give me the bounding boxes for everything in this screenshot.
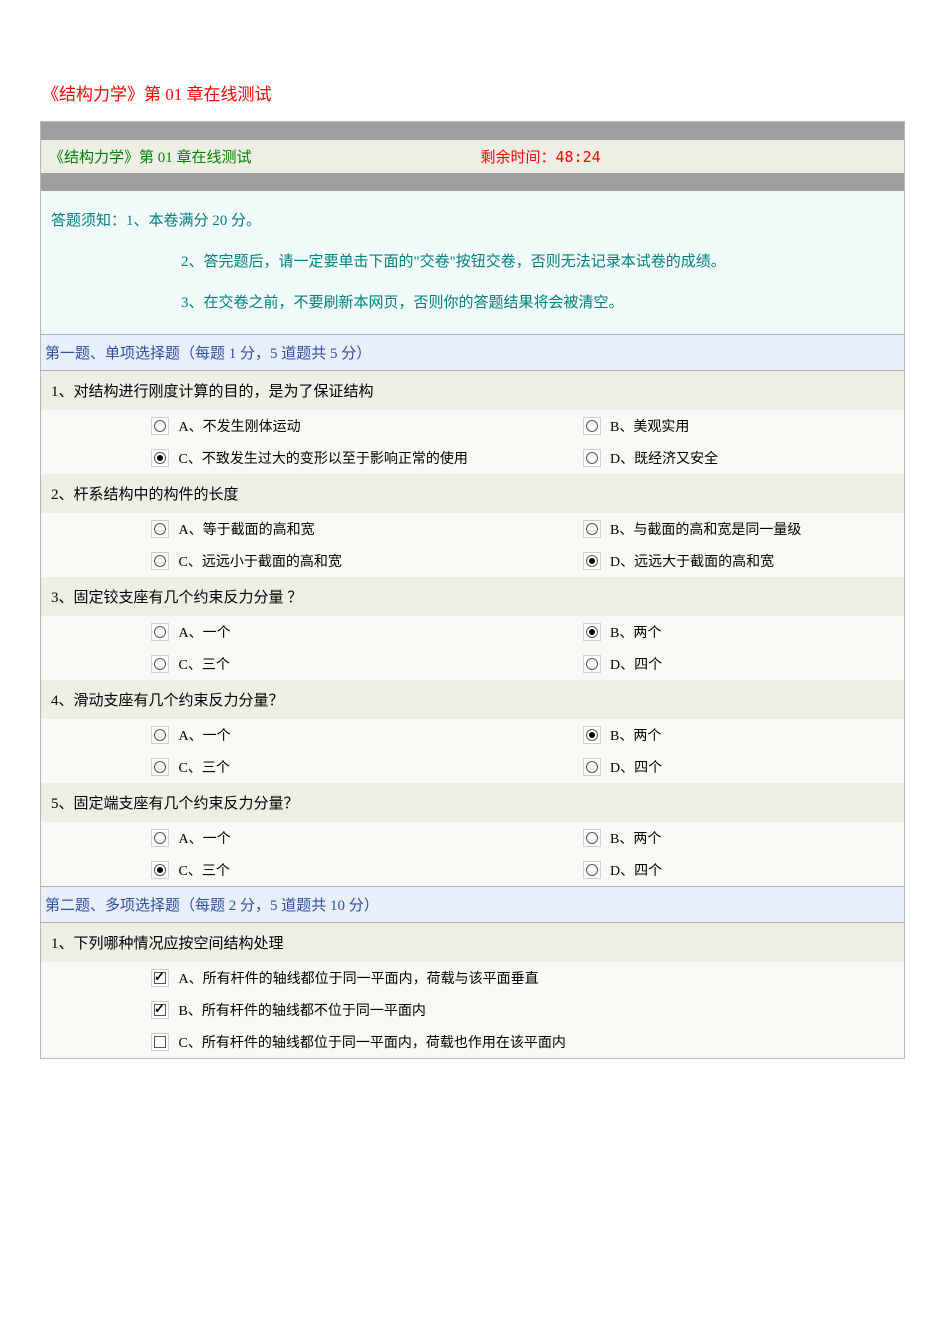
page-title: 《结构力学》第 01 章在线测试 [40,80,905,105]
q3-opt-c: C、三个 [179,658,230,673]
q2-text: 2、杆系结构中的构件的长度 [41,474,905,513]
q4-radio-d[interactable] [583,758,601,776]
q2-opt-b: B、与截面的高和宽是同一量级 [610,523,801,538]
section-1-header: 第一题、单项选择题（每题 1 分，5 道题共 5 分） [41,334,905,370]
q5-opt-c: C、三个 [179,864,230,879]
q3-opt-b: B、两个 [610,626,661,641]
q3-opt-a: A、一个 [179,626,231,641]
q5-radio-c[interactable] [151,861,169,879]
instructions-block: 答题须知：1、本卷满分 20 分。 2、答完题后，请一定要单击下面的"交卷"按钮… [41,191,905,335]
time-value: 48:24 [556,148,601,166]
q3-radio-c[interactable] [151,655,169,673]
instruction-line-2: 2、答完题后，请一定要单击下面的"交卷"按钮交卷，否则无法记录本试卷的成绩。 [181,250,894,271]
s2q1-opt-a: A、所有杆件的轴线都位于同一平面内，荷载与该平面垂直 [179,972,539,987]
s2q1-check-a[interactable] [151,969,169,987]
q4-opt-d: D、四个 [610,761,662,776]
quiz-table: 《结构力学》第 01 章在线测试 剩余时间：48:24 答题须知：1、本卷满分 … [40,121,905,1059]
time-remaining: 剩余时间：48:24 [481,148,601,166]
q1-text: 1、对结构进行刚度计算的目的，是为了保证结构 [41,370,905,410]
gray-spacer [41,122,905,140]
q5-opt-b: B、两个 [610,832,661,847]
q2-radio-b[interactable] [583,520,601,538]
s2q1-check-b[interactable] [151,1001,169,1019]
q3-radio-a[interactable] [151,623,169,641]
q4-radio-a[interactable] [151,726,169,744]
q1-radio-a[interactable] [151,417,169,435]
q4-radio-b[interactable] [583,726,601,744]
q3-radio-b[interactable] [583,623,601,641]
q4-opt-b: B、两个 [610,729,661,744]
q3-radio-d[interactable] [583,655,601,673]
quiz-header-title: 《结构力学》第 01 章在线测试 [49,150,252,166]
s2q1-opt-c: C、所有杆件的轴线都位于同一平面内，荷载也作用在该平面内 [179,1036,566,1051]
instruction-line-3: 3、在交卷之前，不要刷新本网页，否则你的答题结果将会被清空。 [181,291,894,312]
q3-opt-d: D、四个 [610,658,662,673]
q1-radio-b[interactable] [583,417,601,435]
s2q1-opt-b: B、所有杆件的轴线都不位于同一平面内 [179,1004,426,1019]
q4-opt-a: A、一个 [179,729,231,744]
quiz-header-row: 《结构力学》第 01 章在线测试 剩余时间：48:24 [41,140,905,173]
q4-text: 4、滑动支座有几个约束反力分量？ [41,680,905,719]
q1-opt-b: B、美观实用 [610,420,689,435]
section-2-header: 第二题、多项选择题（每题 2 分，5 道题共 10 分） [41,886,905,922]
q2-opt-d: D、远远大于截面的高和宽 [610,555,774,570]
s2q1-check-c[interactable] [151,1033,169,1051]
q1-radio-c[interactable] [151,449,169,467]
q5-text: 5、固定端支座有几个约束反力分量？ [41,783,905,822]
q3-text: 3、固定铰支座有几个约束反力分量 ？ [41,577,905,616]
q1-opt-a: A、不发生刚体运动 [179,420,301,435]
q2-radio-c[interactable] [151,552,169,570]
q5-opt-d: D、四个 [610,864,662,879]
q2-opt-c: C、远远小于截面的高和宽 [179,555,342,570]
q5-opt-a: A、一个 [179,832,231,847]
q4-opt-c: C、三个 [179,761,230,776]
q2-radio-d[interactable] [583,552,601,570]
q5-radio-a[interactable] [151,829,169,847]
q1-opt-c: C、不致发生过大的变形以至于影响正常的使用 [179,452,468,467]
time-label: 剩余时间： [481,148,556,166]
q4-radio-c[interactable] [151,758,169,776]
gray-spacer [41,173,905,191]
q2-radio-a[interactable] [151,520,169,538]
q1-radio-d[interactable] [583,449,601,467]
s2q1-text: 1、下列哪种情况应按空间结构处理 [41,922,905,962]
q5-radio-b[interactable] [583,829,601,847]
q5-radio-d[interactable] [583,861,601,879]
q1-opt-d: D、既经济又安全 [610,452,718,467]
instruction-line-1: 答题须知：1、本卷满分 20 分。 [51,209,894,230]
q2-opt-a: A、等于截面的高和宽 [179,523,315,538]
